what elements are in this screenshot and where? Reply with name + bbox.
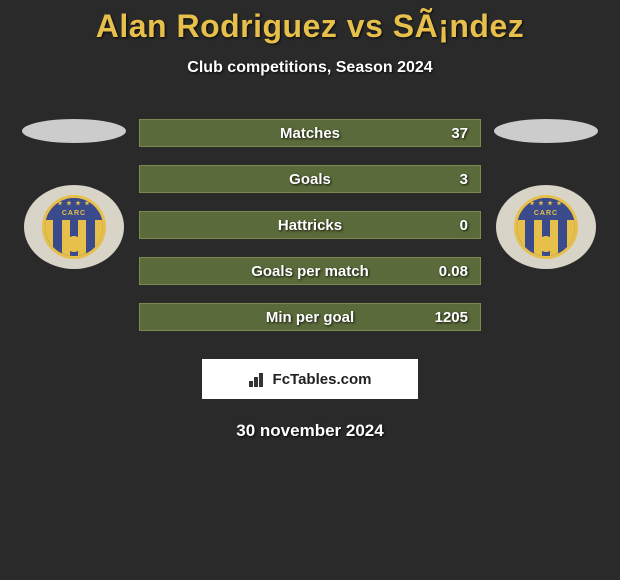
player-left-club-badge: ★ ★ ★ ★ CARC <box>24 185 124 269</box>
player-right-club-badge: ★ ★ ★ ★ CARC <box>496 185 596 269</box>
stat-label: Hattricks <box>278 217 342 234</box>
club-right-short: CARC <box>534 210 558 217</box>
club-left-short: CARC <box>62 210 86 217</box>
brand-watermark[interactable]: FcTables.com <box>202 359 418 399</box>
stats-column: Matches 37 Goals 3 Hattricks 0 Goals per… <box>139 119 481 331</box>
stat-value-right: 3 <box>460 171 468 188</box>
stat-row-goals: Goals 3 <box>139 165 481 193</box>
stats-area: ★ ★ ★ ★ CARC Matches 37 Goals 3 Hattrick… <box>0 119 620 331</box>
brand-text: FcTables.com <box>273 371 372 388</box>
stat-label: Matches <box>280 125 340 142</box>
stat-row-goals-per-match: Goals per match 0.08 <box>139 257 481 285</box>
date-text: 30 november 2024 <box>0 421 620 441</box>
stat-value-right: 1205 <box>435 309 468 326</box>
comparison-card: Alan Rodriguez vs SÃ¡ndez Club competiti… <box>0 0 620 441</box>
stat-label: Goals per match <box>251 263 369 280</box>
player-left-photo-placeholder <box>22 119 126 143</box>
player-right-column: ★ ★ ★ ★ CARC <box>491 119 601 269</box>
stat-label: Goals <box>289 171 331 188</box>
page-title: Alan Rodriguez vs SÃ¡ndez <box>0 8 620 45</box>
stat-row-min-per-goal: Min per goal 1205 <box>139 303 481 331</box>
stat-value-right: 0.08 <box>439 263 468 280</box>
stat-row-matches: Matches 37 <box>139 119 481 147</box>
player-right-photo-placeholder <box>494 119 598 143</box>
subtitle: Club competitions, Season 2024 <box>0 59 620 77</box>
chart-icon <box>249 371 267 387</box>
stat-row-hattricks: Hattricks 0 <box>139 211 481 239</box>
stat-value-right: 37 <box>451 125 468 142</box>
stat-value-right: 0 <box>460 217 468 234</box>
player-left-column: ★ ★ ★ ★ CARC <box>19 119 129 269</box>
stat-label: Min per goal <box>266 309 354 326</box>
